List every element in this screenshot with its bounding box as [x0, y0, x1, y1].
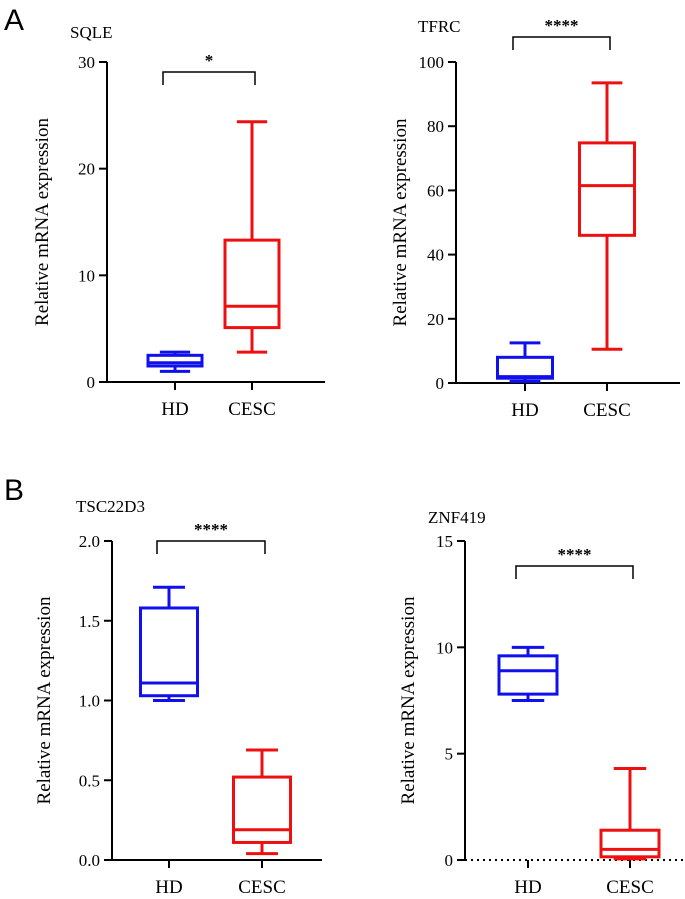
x-tick-label: HD — [514, 877, 541, 898]
y-tick-label: 60 — [427, 181, 444, 200]
chart-title: ZNF419 — [428, 508, 486, 527]
y-tick-label: 0.5 — [79, 771, 100, 790]
panel-letter-a: A — [4, 4, 24, 37]
box-cesc — [232, 748, 292, 856]
x-tick-label: HD — [161, 399, 188, 420]
iqr-box — [496, 355, 554, 380]
box-cesc — [223, 120, 281, 354]
boxplot-tsc22d3: TSC22D3 0.0 0.5 1.0 1.5 2.0 Relative mRNA expr… — [34, 497, 322, 898]
significance-bracket — [156, 540, 266, 554]
y-tick-label: 1.0 — [79, 692, 100, 711]
y-axis-label: Relative mRNA expression — [34, 596, 55, 804]
y-tick-label: 80 — [427, 117, 444, 136]
chart-title: TSC22D3 — [76, 497, 145, 516]
box-hd — [139, 585, 199, 702]
box-hd — [146, 350, 204, 373]
x-tick-label: HD — [511, 400, 538, 421]
significance-label: **** — [558, 545, 592, 564]
significance-label: **** — [194, 520, 228, 539]
y-tick-label: 1.5 — [79, 612, 100, 631]
significance-bracket — [162, 71, 256, 85]
plots: SQLE 0 10 20 30 Relative mRNA expression HD CES… — [32, 16, 685, 898]
y-tick-label: 15 — [436, 532, 453, 551]
y-tick-label: 5 — [445, 745, 454, 764]
x-tick-label: CESC — [606, 877, 654, 898]
y-axis-label: Relative mRNA expression — [390, 118, 411, 326]
y-tick-label: 10 — [78, 266, 95, 285]
x-tick-label: HD — [155, 877, 182, 898]
boxplot-sqle: SQLE 0 10 20 30 Relative mRNA expression HD CES… — [32, 23, 325, 420]
y-tick-label: 0.0 — [79, 851, 100, 870]
y-axis-label: Relative mRNA expression — [32, 118, 53, 326]
significance-bracket — [512, 36, 611, 50]
boxplot-znf419: ZNF419 0 5 10 15 Relative mRNA expression HD CE… — [398, 508, 685, 898]
significance-label: * — [205, 51, 214, 70]
y-tick-label: 20 — [78, 160, 95, 179]
iqr-box — [223, 238, 281, 330]
y-tick-label: 20 — [427, 310, 444, 329]
x-tick-label: CESC — [238, 877, 286, 898]
y-tick-label: 30 — [78, 53, 95, 72]
iqr-box — [146, 353, 204, 368]
iqr-box — [578, 141, 636, 237]
iqr-box — [232, 775, 292, 844]
x-tick-label: CESC — [228, 399, 276, 420]
significance-label: **** — [545, 16, 579, 35]
box-hd — [497, 645, 559, 702]
y-axis-label: Relative mRNA expression — [398, 596, 419, 804]
box-cesc — [578, 81, 636, 351]
y-tick-label: 100 — [419, 53, 445, 72]
y-tick-label: 2.0 — [79, 532, 100, 551]
box-cesc — [599, 767, 661, 861]
y-tick-label: 10 — [436, 638, 453, 657]
iqr-box — [139, 606, 199, 698]
iqr-box — [599, 828, 661, 859]
x-tick-label: CESC — [583, 400, 631, 421]
iqr-box — [497, 654, 559, 696]
y-tick-label: 40 — [427, 246, 444, 265]
boxplot-tfrc: TFRC 0 20 40 60 80 100 Relative mRNA expression… — [390, 16, 680, 421]
box-hd — [496, 341, 554, 383]
significance-bracket — [515, 565, 634, 579]
chart-title: TFRC — [418, 17, 461, 36]
y-tick-label: 0 — [87, 373, 96, 392]
chart-title: SQLE — [70, 23, 113, 42]
y-tick-label: 0 — [436, 374, 445, 393]
panel-letter-b: B — [4, 474, 24, 507]
y-tick-label: 0 — [445, 851, 454, 870]
